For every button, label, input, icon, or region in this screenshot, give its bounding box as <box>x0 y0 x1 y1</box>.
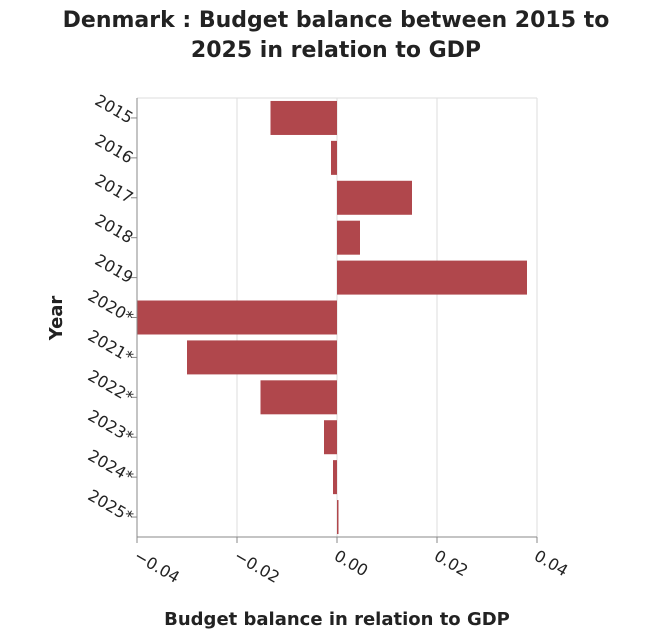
chart-title-line-2: 2025 in relation to GDP <box>190 38 482 63</box>
y-tick-label: 2016 <box>92 131 137 168</box>
y-tick-label: 2018 <box>92 210 137 247</box>
chart-title-line-1: Denmark : Budget balance between 2015 to <box>62 8 610 33</box>
y-tick-label: 2024* <box>85 446 137 487</box>
y-tick-label: 2019 <box>92 250 137 287</box>
x-tick-label: −0.04 <box>131 546 183 587</box>
bar-2024-est <box>333 460 337 495</box>
bar-2020-est <box>137 300 337 335</box>
y-tick-label: 2015 <box>92 91 137 128</box>
bar-2022-est <box>260 380 337 415</box>
y-tick-label: 2025* <box>85 486 137 527</box>
y-tick-label: 2022* <box>85 366 137 407</box>
bar-2018 <box>337 220 360 255</box>
bar-2016 <box>331 140 337 175</box>
y-tick-label: 2021* <box>85 326 137 367</box>
axis-layer: 201520162017201820192020*2021*2022*2023*… <box>85 91 572 587</box>
x-tick-label: 0.00 <box>331 546 371 580</box>
y-axis-label: Year <box>46 296 67 342</box>
x-axis-label: Budget balance in relation to GDP <box>164 609 510 630</box>
bar-2023-est <box>324 420 337 455</box>
x-tick-label: 0.04 <box>531 546 571 580</box>
bar-2025-est <box>337 500 339 535</box>
bar-2015 <box>270 100 337 135</box>
y-tick-label: 2017 <box>92 170 137 207</box>
x-tick-label: 0.02 <box>431 546 471 580</box>
bar-2021-est <box>187 340 337 375</box>
x-tick-label: −0.02 <box>231 546 283 587</box>
y-tick-label: 2023* <box>85 406 137 447</box>
bar-layer <box>137 100 527 535</box>
chart-title: Denmark : Budget balance between 2015 to… <box>0 6 672 66</box>
bar-2017 <box>337 180 412 215</box>
bar-2019 <box>337 260 527 295</box>
y-tick-label: 2020* <box>85 286 137 327</box>
